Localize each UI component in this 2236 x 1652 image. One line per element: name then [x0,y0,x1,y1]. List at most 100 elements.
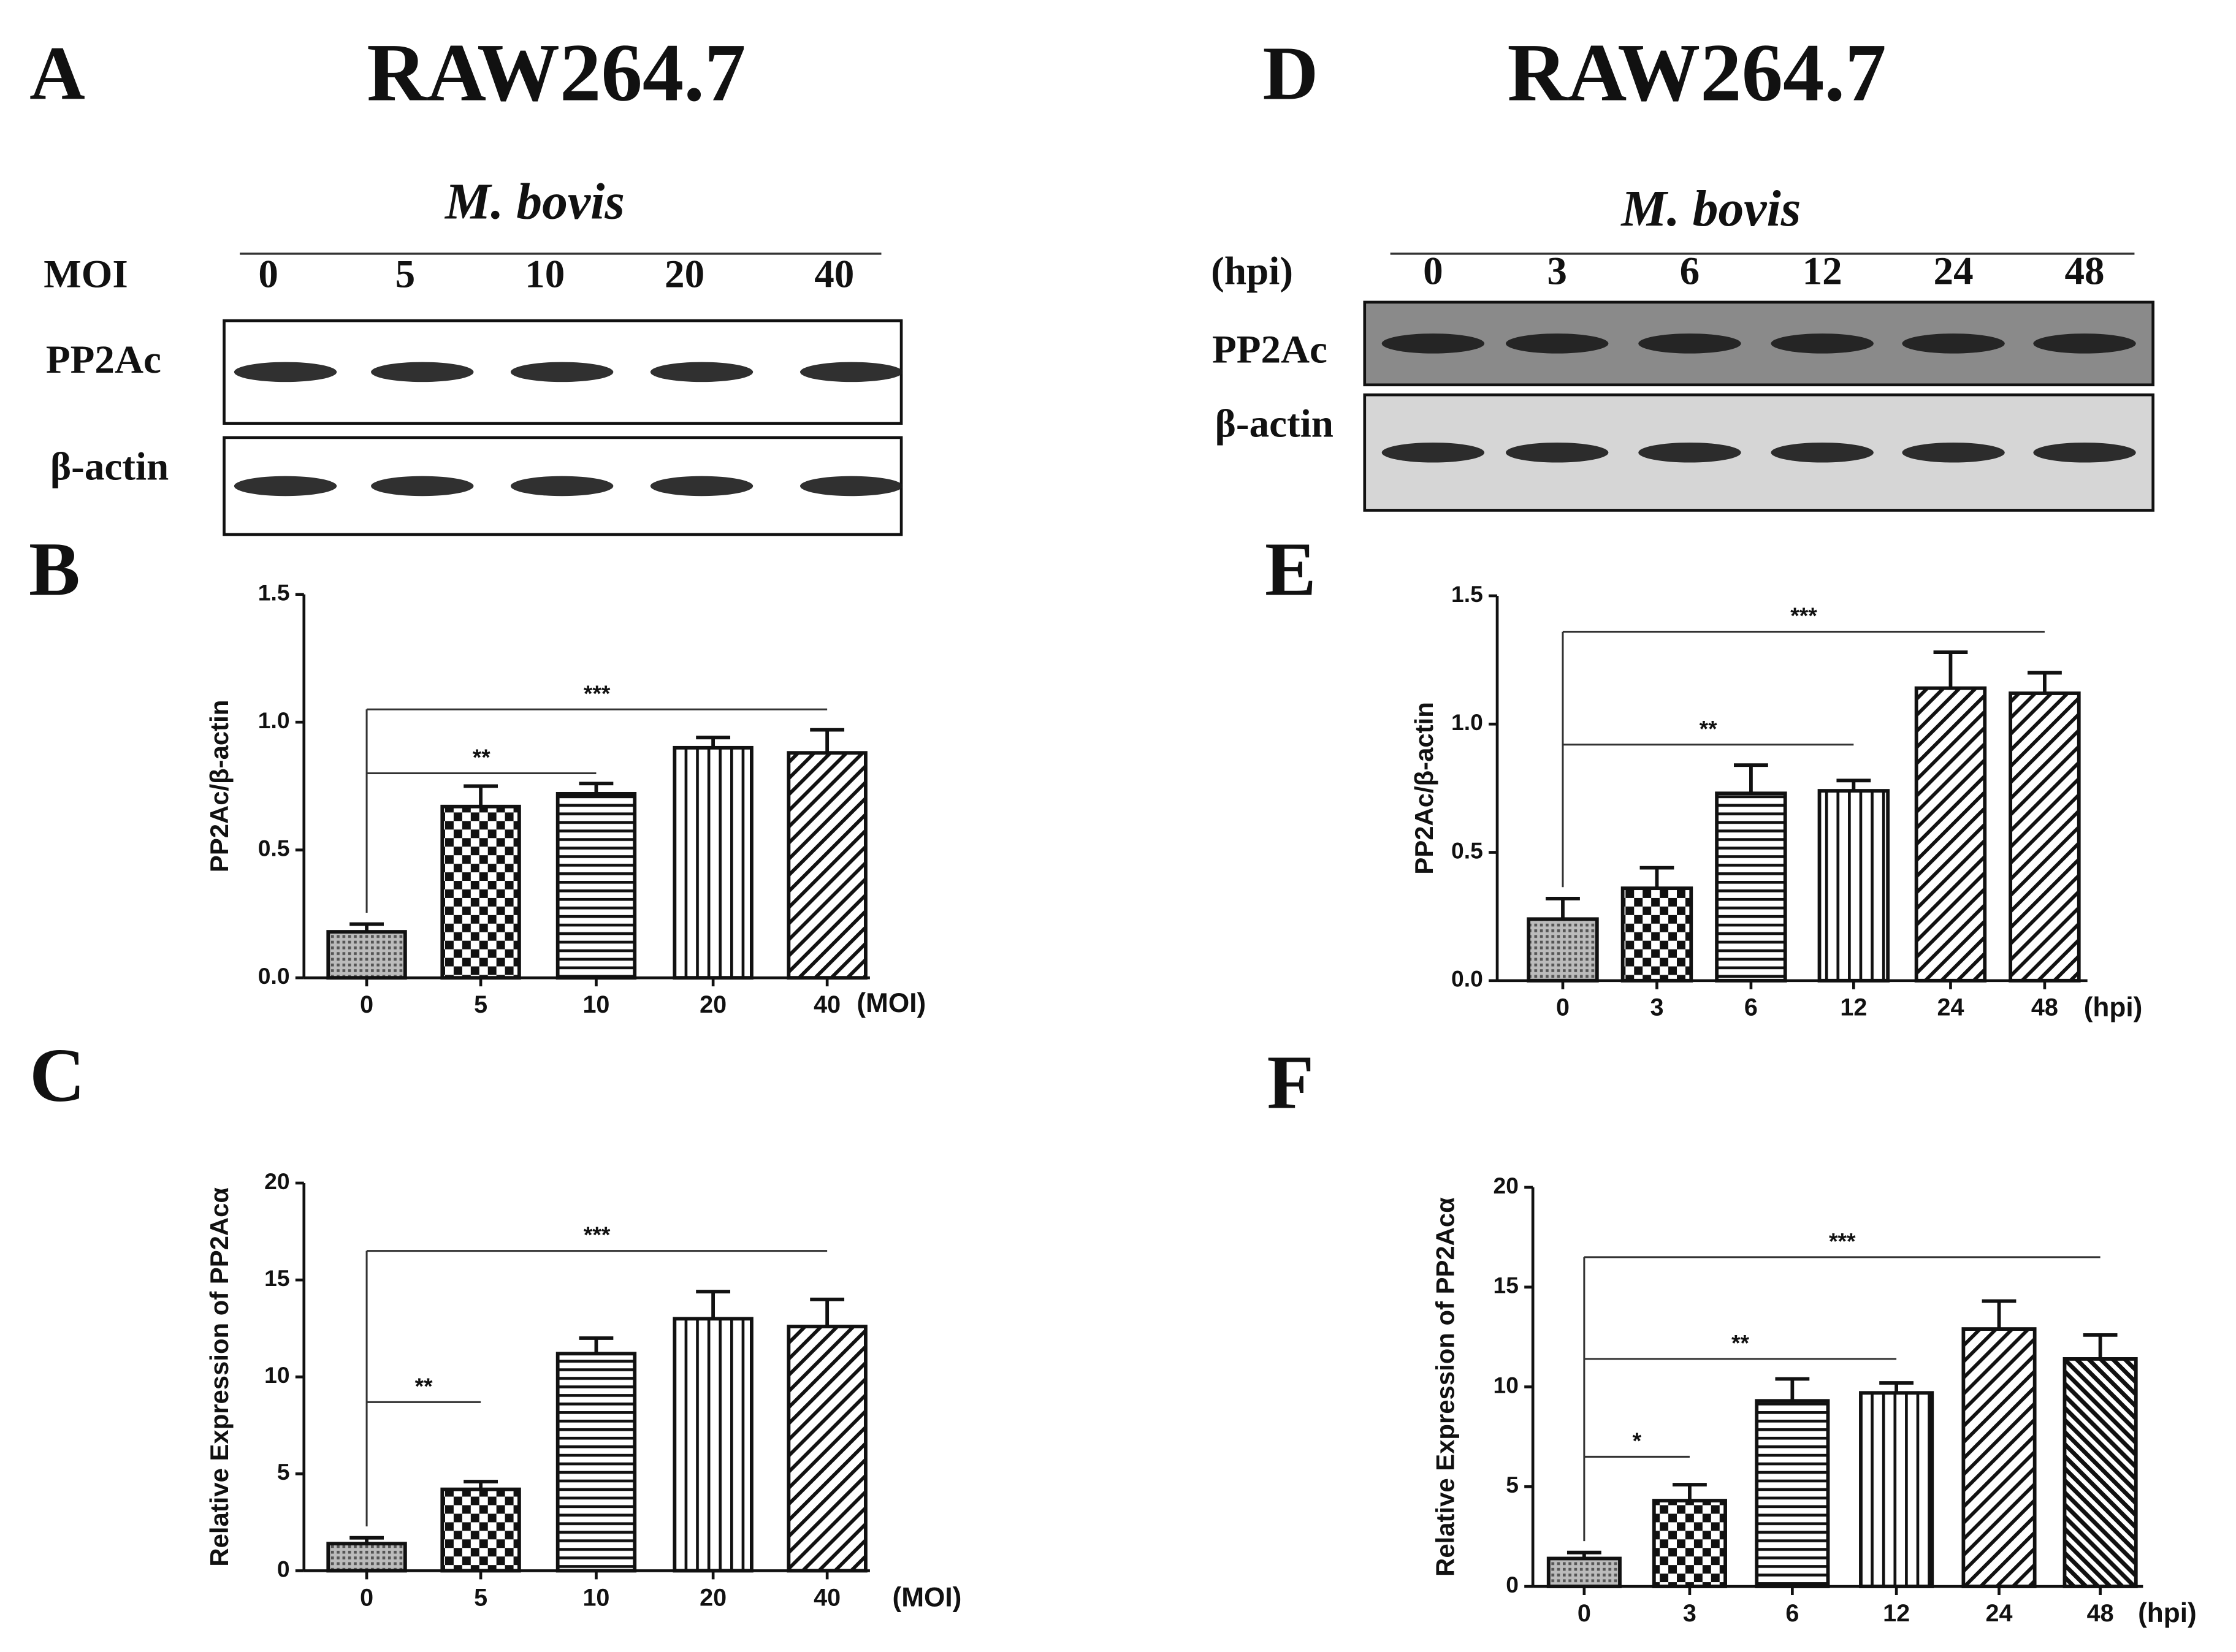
row-label: β-actin [1215,402,1334,446]
bar [1652,1499,1727,1588]
y-axis-label: PP2Ac/β-actin [205,700,234,872]
x-axis-unit: (MOI) [892,1583,961,1613]
treatment-label: M. bovis [444,173,625,230]
significance-label: *** [1790,603,1817,628]
blot-band [1381,333,1485,354]
blot-band [650,362,754,383]
bar [555,791,637,980]
bar [1620,886,1693,983]
bar [1715,791,1787,983]
lane-label: 0 [258,252,278,296]
lane-label: 5 [395,252,416,296]
lane-label: 40 [814,252,854,296]
y-tick-label: 1.0 [258,707,290,733]
x-tick-label: 24 [1986,1600,2013,1627]
panel-letter: B [29,527,80,612]
y-tick-label: 10 [264,1362,289,1388]
y-axis-label: PP2Ac/β-actin [1410,702,1438,874]
y-tick-label: 15 [1494,1273,1519,1298]
x-tick-label: 48 [2087,1600,2114,1627]
x-axis-unit: (hpi) [2138,1598,2197,1628]
y-tick-label: 0 [277,1556,290,1582]
lane-label: 3 [1547,249,1567,294]
bar [1546,1556,1622,1588]
y-tick-label: 20 [264,1168,289,1194]
y-axis-label: Relative Expression of PP2Acα [1431,1197,1460,1577]
lane-label: 20 [665,252,704,296]
x-tick-label: 3 [1650,994,1663,1021]
row-label: PP2Ac [46,338,161,382]
lane-label: 0 [1423,249,1443,294]
panel-letter: E [1265,527,1316,612]
panel-title: RAW264.7 [367,27,746,118]
y-tick-label: 0 [1506,1572,1519,1597]
y-tick-label: 0.5 [258,835,290,861]
significance-label: ** [1700,715,1717,741]
x-tick-label: 6 [1785,1600,1799,1627]
bar [1527,917,1599,983]
x-tick-label: 20 [700,1584,727,1611]
x-tick-label: 48 [2031,994,2058,1021]
panel-letter: C [29,1033,85,1118]
y-tick-label: 0.0 [1451,966,1483,992]
bar [673,1317,754,1573]
bar [787,751,868,980]
significance-label: *** [1829,1228,1856,1254]
treatment-label: M. bovis [1620,180,1801,237]
blot-band [1771,442,1874,463]
blot-strip [1363,300,2154,387]
y-tick-label: 0.0 [258,963,290,989]
panel-letter: F [1267,1040,1315,1125]
lane-label: 12 [1803,249,1842,294]
x-tick-label: 0 [1556,994,1570,1021]
y-tick-label: 15 [264,1265,289,1291]
y-tick-label: 20 [1494,1173,1519,1198]
blot-band [2033,333,2136,354]
blot-band [510,476,614,497]
y-tick-label: 1.5 [258,579,290,605]
blot-band [1505,442,1609,463]
x-tick-label: 40 [814,991,841,1018]
blot-band [650,476,754,497]
panel-title: RAW264.7 [1507,27,1886,118]
blot-band [510,362,614,383]
row-label: PP2Ac [1212,328,1327,372]
blot-band [1638,442,1741,463]
y-tick-label: 5 [1506,1472,1519,1498]
bar [326,1542,407,1573]
x-tick-label: 12 [1840,994,1867,1021]
panel-letter: D [1263,31,1319,116]
blot-band [371,476,474,497]
blot-band [1638,333,1741,354]
bar [440,1487,521,1573]
x-axis-unit: (hpi) [2084,992,2143,1022]
y-tick-label: 0.5 [1451,837,1483,863]
blot-band [371,362,474,383]
bar [787,1325,868,1573]
y-tick-label: 10 [1494,1372,1519,1398]
blot-band [799,362,903,383]
row-label: β-actin [50,444,169,489]
blot-band [1902,442,2005,463]
significance-label: ** [1731,1330,1749,1355]
blot-band [1902,333,2005,354]
y-axis-label: Relative Expression of PP2Acα [205,1187,234,1567]
x-tick-label: 3 [1683,1600,1696,1627]
bar [1961,1327,2037,1588]
x-tick-label: 12 [1883,1600,1910,1627]
blot-band [799,476,903,497]
lane-header: (hpi) [1211,249,1293,294]
x-tick-label: 0 [360,991,373,1018]
x-tick-label: 6 [1744,994,1758,1021]
x-tick-label: 0 [360,1584,373,1611]
x-tick-label: 5 [474,991,487,1018]
lane-label: 10 [525,252,565,296]
blot-band [1771,333,1874,354]
x-tick-label: 10 [582,991,609,1018]
bar [326,930,407,980]
x-tick-label: 24 [1937,994,1964,1021]
y-tick-label: 1.5 [1451,581,1483,607]
blot-band [1381,442,1485,463]
bar [1914,686,1987,983]
